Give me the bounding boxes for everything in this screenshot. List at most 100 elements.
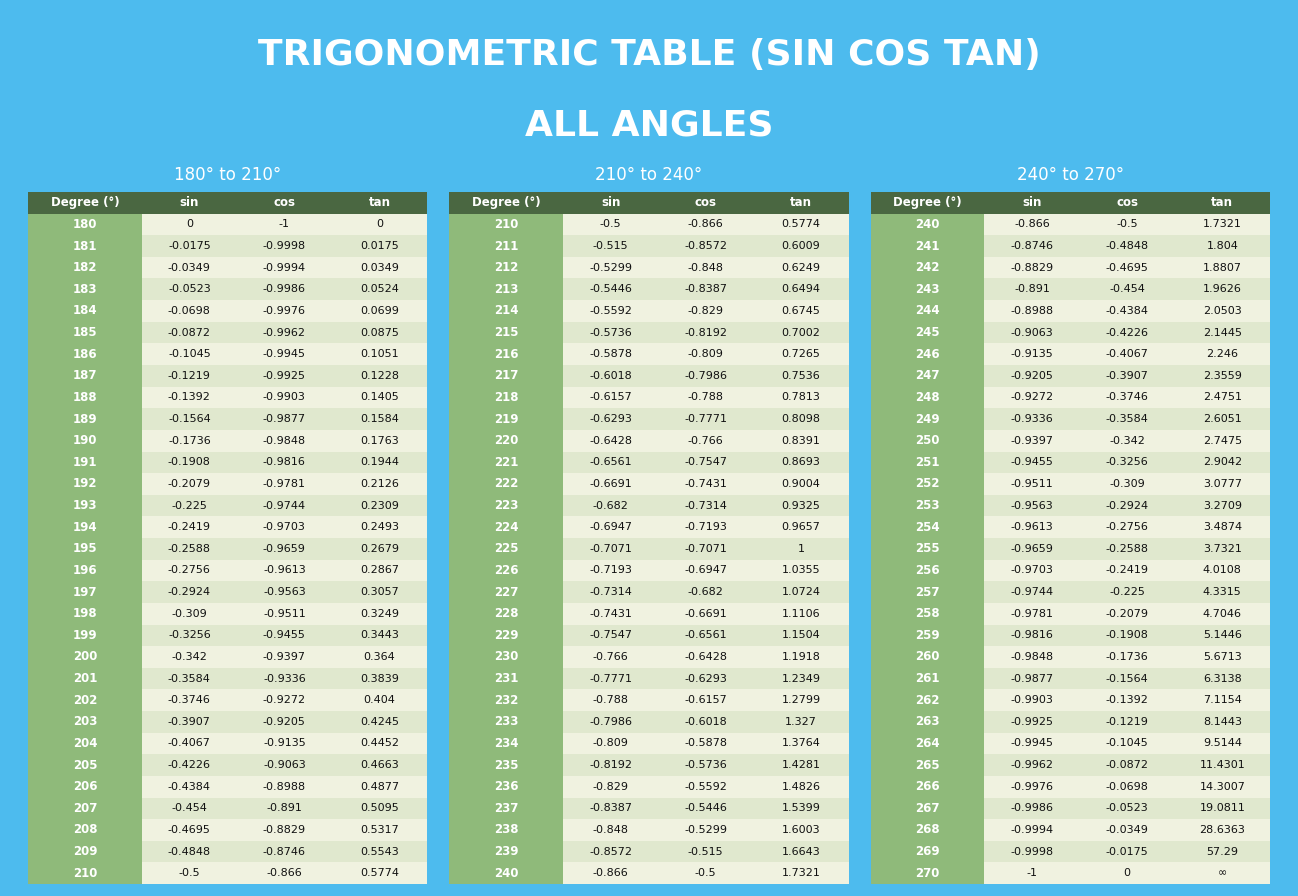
Text: -0.7431: -0.7431	[684, 479, 727, 489]
Text: Degree (°): Degree (°)	[893, 196, 962, 210]
Bar	[563, 733, 658, 754]
Text: -0.1564: -0.1564	[1106, 674, 1149, 684]
Bar	[449, 711, 563, 733]
Bar	[332, 365, 427, 387]
Bar	[871, 668, 984, 689]
Bar	[871, 625, 984, 646]
Bar	[1175, 625, 1269, 646]
Text: 4.7046: 4.7046	[1203, 608, 1242, 618]
Text: 220: 220	[495, 435, 518, 447]
Bar	[753, 213, 849, 236]
Text: -0.1564: -0.1564	[167, 414, 210, 424]
Text: 0.0699: 0.0699	[360, 306, 398, 316]
Text: 249: 249	[915, 412, 940, 426]
Bar	[871, 819, 984, 840]
Bar	[1080, 430, 1175, 452]
Bar	[332, 409, 427, 430]
Text: -0.6293: -0.6293	[589, 414, 632, 424]
Bar	[871, 711, 984, 733]
Bar	[332, 733, 427, 754]
Text: 241: 241	[915, 239, 940, 253]
Bar	[563, 495, 658, 516]
Bar	[871, 473, 984, 495]
Text: 181: 181	[73, 239, 97, 253]
Text: 240: 240	[495, 866, 518, 880]
Bar	[1175, 733, 1269, 754]
Bar	[449, 776, 563, 797]
Text: 1.1918: 1.1918	[781, 652, 820, 662]
Bar	[753, 560, 849, 582]
Text: ALL ANGLES: ALL ANGLES	[524, 108, 774, 142]
Text: 246: 246	[915, 348, 940, 361]
Text: -0.9744: -0.9744	[262, 501, 306, 511]
Bar	[563, 430, 658, 452]
Bar	[29, 797, 141, 819]
Text: 1.4826: 1.4826	[781, 781, 820, 792]
Bar	[753, 279, 849, 300]
Bar	[1175, 776, 1269, 797]
Bar	[29, 625, 141, 646]
Text: -0.809: -0.809	[593, 738, 628, 748]
Bar	[658, 495, 753, 516]
Text: 1.7321: 1.7321	[781, 868, 820, 878]
Bar	[984, 560, 1080, 582]
Bar	[1175, 862, 1269, 884]
Text: 237: 237	[495, 802, 518, 814]
Text: 0.4245: 0.4245	[360, 717, 398, 727]
Text: -0.5736: -0.5736	[589, 328, 632, 338]
Text: 1.6643: 1.6643	[781, 847, 820, 857]
Text: -0.7771: -0.7771	[684, 414, 727, 424]
Bar	[332, 625, 427, 646]
Bar	[1080, 516, 1175, 538]
Text: -0.788: -0.788	[593, 695, 628, 705]
Bar	[1080, 409, 1175, 430]
Bar	[29, 409, 141, 430]
Bar	[658, 538, 753, 560]
Text: -0.766: -0.766	[593, 652, 628, 662]
Bar	[1175, 711, 1269, 733]
Text: 1.7321: 1.7321	[1203, 220, 1242, 229]
Bar	[449, 430, 563, 452]
Bar	[332, 560, 427, 582]
Bar	[1175, 582, 1269, 603]
Text: -0.2924: -0.2924	[1106, 501, 1149, 511]
Bar	[753, 300, 849, 322]
Text: 214: 214	[495, 305, 518, 317]
Text: -0.5446: -0.5446	[684, 804, 727, 814]
Text: 0.0524: 0.0524	[360, 284, 398, 294]
Bar	[871, 409, 984, 430]
Text: 1.6003: 1.6003	[781, 825, 820, 835]
Bar	[29, 516, 141, 538]
Text: 197: 197	[73, 586, 97, 599]
Bar	[141, 538, 236, 560]
Text: 243: 243	[915, 283, 940, 296]
Text: -0.9336: -0.9336	[263, 674, 306, 684]
Bar	[236, 560, 332, 582]
Bar	[332, 603, 427, 625]
Text: -0.7986: -0.7986	[684, 371, 727, 381]
Text: 0.0175: 0.0175	[361, 241, 398, 251]
Bar	[1175, 322, 1269, 343]
Text: -0.4384: -0.4384	[167, 781, 210, 792]
Text: -0.0175: -0.0175	[167, 241, 210, 251]
Bar	[658, 257, 753, 279]
Bar	[1175, 452, 1269, 473]
Text: -0.9659: -0.9659	[263, 544, 306, 554]
Text: -0.2924: -0.2924	[167, 587, 210, 597]
Bar	[1175, 840, 1269, 862]
Text: -0.9336: -0.9336	[1011, 414, 1054, 424]
Text: -0.8746: -0.8746	[1011, 241, 1054, 251]
Text: Degree (°): Degree (°)	[472, 196, 540, 210]
Text: 206: 206	[73, 780, 97, 793]
Bar	[1175, 213, 1269, 236]
Text: 255: 255	[915, 542, 940, 556]
Text: 236: 236	[495, 780, 518, 793]
Bar	[984, 840, 1080, 862]
Bar	[332, 300, 427, 322]
Bar	[658, 754, 753, 776]
Bar	[141, 409, 236, 430]
Bar	[236, 409, 332, 430]
Bar	[1175, 646, 1269, 668]
Text: 0.1944: 0.1944	[360, 457, 398, 468]
Bar	[658, 689, 753, 711]
